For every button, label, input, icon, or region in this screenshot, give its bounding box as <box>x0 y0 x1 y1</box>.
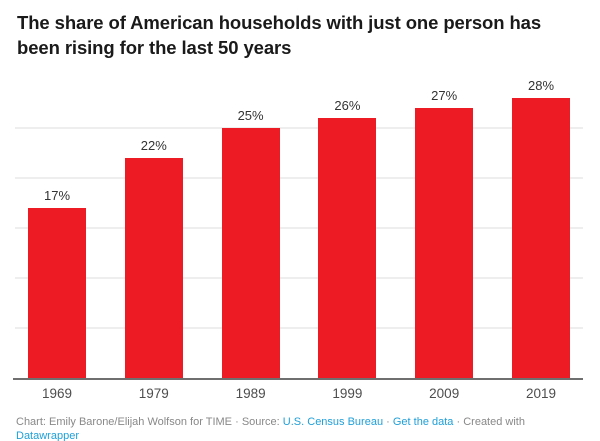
gridline <box>15 127 583 129</box>
x-axis-tick-label: 2019 <box>525 386 557 401</box>
footer-credit: Chart: Emily Barone/Elijah Wolfson for T… <box>16 416 233 428</box>
gridline <box>15 327 583 329</box>
bar <box>512 98 570 378</box>
footer-separator: · <box>235 416 239 428</box>
source-link[interactable]: U.S. Census Bureau <box>282 416 384 428</box>
bar-value-label: 26% <box>334 98 361 113</box>
footer-created-with: Created with <box>463 416 525 428</box>
bar-value-label: 22% <box>140 138 167 153</box>
plot-area: 17% 1969 22% 1979 25% 1989 26% 1999 27% 2009 28% 20… <box>13 78 583 401</box>
bar <box>318 118 377 378</box>
x-axis-tick-label: 2009 <box>429 386 460 401</box>
footer-separator: · <box>386 416 390 428</box>
footer-separator: · <box>456 416 461 428</box>
chart-title: The share of American households with ju… <box>17 12 542 58</box>
x-axis-tick-label: 1969 <box>41 386 73 401</box>
bar-value-label: 25% <box>237 108 264 123</box>
bar <box>124 158 183 378</box>
bar-value-label: 28% <box>527 78 555 93</box>
x-axis-tick-label: 1999 <box>332 386 363 401</box>
bar <box>28 208 86 378</box>
bar <box>221 128 280 378</box>
gridline <box>15 277 583 279</box>
bar <box>415 108 474 378</box>
x-axis-line <box>13 378 583 380</box>
x-axis-tick-label: 1989 <box>235 386 266 401</box>
x-axis-tick-label: 1979 <box>138 386 169 401</box>
bar-value-label: 17% <box>43 188 71 203</box>
datawrapper-link[interactable]: Datawrapper <box>16 430 79 441</box>
gridline <box>15 227 583 229</box>
get-data-link[interactable]: Get the data <box>392 416 454 428</box>
bar-value-label: 27% <box>431 88 458 103</box>
footer-source-label: Source: <box>241 416 280 428</box>
gridline <box>15 177 583 179</box>
footer: Chart: Emily Barone/Elijah Wolfson for T… <box>16 415 586 441</box>
